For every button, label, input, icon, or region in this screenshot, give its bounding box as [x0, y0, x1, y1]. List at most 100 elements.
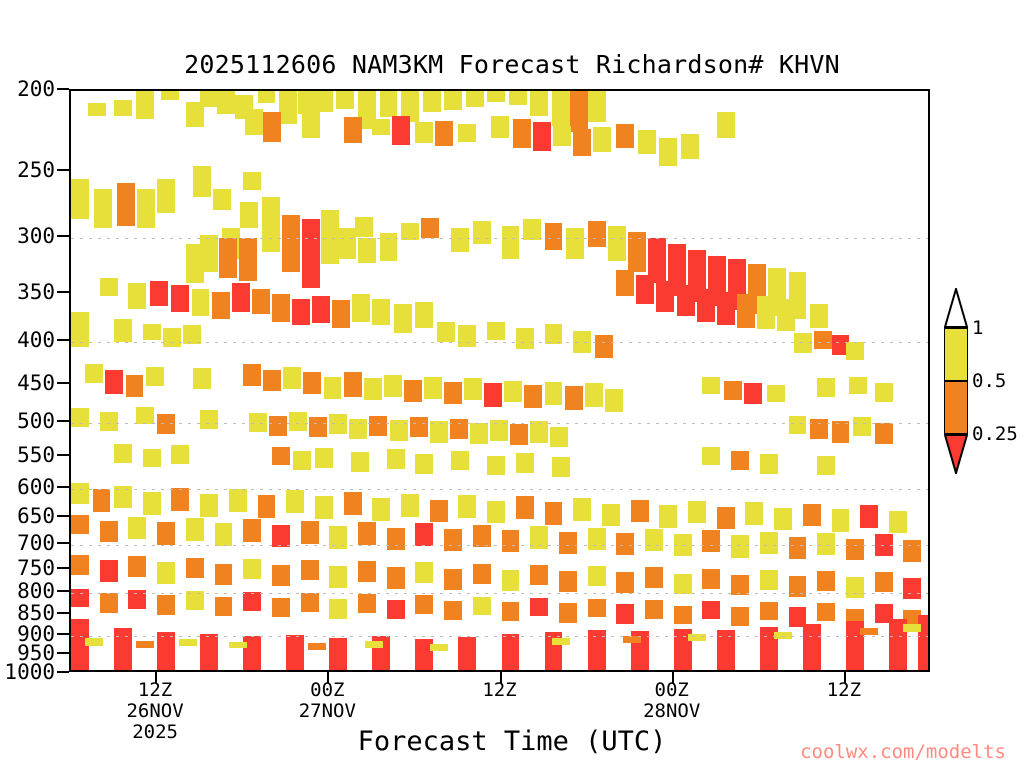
heatmap-cell — [490, 420, 508, 441]
heatmap-cell — [349, 419, 368, 439]
heatmap-cell — [745, 502, 764, 525]
heatmap-cell — [903, 624, 922, 632]
heatmap-cell — [283, 366, 302, 389]
heatmap-cell — [607, 225, 626, 262]
x-axis-tick-label: 12Z — [826, 679, 862, 701]
heatmap-cell — [185, 590, 204, 610]
heatmap-cell — [125, 374, 144, 397]
heatmap-cell — [243, 364, 262, 387]
heatmap-cell — [731, 450, 750, 471]
heatmap-cell — [656, 281, 675, 312]
heatmap-cell — [142, 491, 161, 516]
heatmap-cell — [421, 218, 440, 238]
heatmap-cell — [533, 122, 551, 151]
y-axis-tick — [57, 612, 69, 615]
heatmap-cell — [185, 101, 204, 128]
heatmap-cell — [271, 597, 290, 618]
heatmap-cell — [415, 454, 434, 474]
heatmap-cell — [788, 575, 807, 597]
heatmap-cell — [300, 520, 319, 544]
heatmap-cell — [501, 633, 520, 670]
gridline — [71, 237, 928, 239]
heatmap-cell — [271, 293, 290, 322]
heatmap-cell — [544, 502, 563, 525]
heatmap-cell — [788, 607, 807, 627]
heatmap-cell — [616, 572, 635, 594]
heatmap-cell — [788, 536, 807, 559]
heatmap-cell — [312, 295, 331, 324]
heatmap-cell — [766, 384, 785, 403]
heatmap-cell — [185, 243, 204, 284]
heatmap-cell — [329, 598, 348, 619]
heatmap-cell — [372, 497, 391, 521]
heatmap-cell — [238, 237, 257, 282]
heatmap-cell — [116, 183, 135, 226]
heatmap-cell — [231, 283, 250, 312]
heatmap-cell — [458, 494, 477, 518]
heatmap-cell — [530, 421, 549, 443]
heatmap-cell — [415, 301, 434, 329]
heatmap-cell — [314, 91, 333, 113]
heatmap-cell — [802, 503, 821, 527]
heatmap-cell — [92, 488, 111, 513]
heatmap-cell — [358, 594, 376, 613]
heatmap-cell — [228, 641, 247, 649]
y-axis-tick-label: 900 — [17, 621, 55, 646]
heatmap-cell — [332, 299, 351, 329]
heatmap-cell — [673, 628, 692, 670]
x-axis-tick-label: 00Z 27NOV — [298, 679, 356, 722]
heatmap-cell — [444, 381, 463, 405]
heatmap-cell — [550, 426, 569, 448]
heatmap-cell — [142, 449, 161, 468]
heatmap-cell — [171, 285, 190, 312]
heatmap-cell — [291, 298, 310, 326]
heatmap-cell — [777, 298, 795, 332]
heatmap-cell — [802, 624, 821, 670]
heatmap-cell — [415, 595, 434, 615]
heatmap-cell — [587, 565, 606, 587]
colorbar-segment-orange — [944, 381, 968, 434]
heatmap-cell — [269, 415, 287, 436]
heatmap-cell — [553, 125, 572, 147]
heatmap-cell — [874, 604, 893, 623]
gridline — [71, 544, 928, 546]
heatmap-cell — [105, 369, 124, 395]
y-axis-tick — [57, 290, 69, 293]
y-axis-tick-label: 750 — [17, 555, 55, 580]
heatmap-cell — [128, 283, 147, 309]
heatmap-cell — [736, 293, 755, 329]
heatmap-cell — [716, 629, 735, 670]
y-axis-tick-label: 850 — [17, 601, 55, 626]
heatmap-cell — [157, 522, 176, 545]
heatmap-cell — [487, 91, 506, 102]
heatmap-cell — [564, 386, 583, 410]
heatmap-cell — [88, 103, 107, 116]
heatmap-cell — [587, 91, 606, 123]
heatmap-cell — [228, 488, 247, 513]
gridline — [71, 488, 928, 490]
heatmap-cell — [343, 372, 362, 397]
heatmap-cell — [570, 91, 589, 133]
heatmap-cell — [429, 643, 448, 651]
y-axis: 200 250 300 350 400 450 500 550 600 650 700 750 800 8… — [0, 0, 69, 768]
heatmap-cell — [185, 557, 204, 579]
heatmap-cell — [99, 411, 118, 432]
heatmap-cell — [696, 288, 715, 322]
heatmap-cell — [731, 574, 750, 596]
y-axis-tick-label: 650 — [17, 503, 55, 528]
heatmap-cell — [114, 485, 132, 508]
heatmap-cell — [307, 643, 326, 650]
x-axis-tick — [499, 672, 502, 683]
heatmap-cell — [300, 559, 319, 581]
heatmap-cell — [135, 406, 154, 425]
heatmap-cell — [409, 417, 428, 438]
heatmap-cell — [71, 555, 89, 575]
heatmap-cell — [358, 522, 376, 545]
heatmap-cell — [429, 499, 448, 523]
heatmap-cell — [831, 334, 850, 355]
heatmap-cell — [744, 383, 762, 404]
heatmap-cell — [149, 281, 168, 306]
gridline — [71, 635, 928, 637]
heatmap-cell — [458, 636, 477, 670]
heatmap-cell — [587, 220, 606, 248]
